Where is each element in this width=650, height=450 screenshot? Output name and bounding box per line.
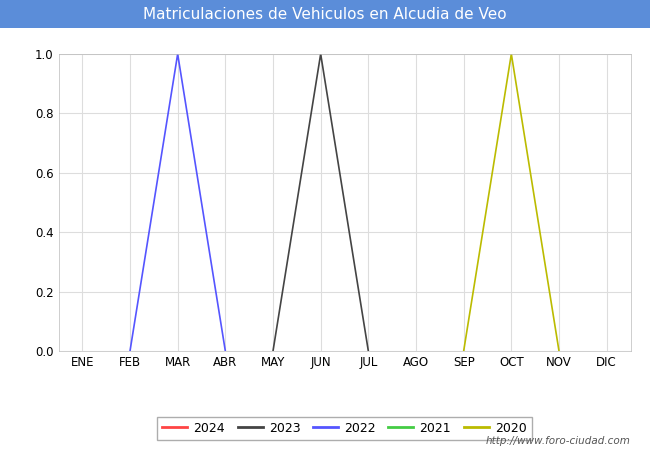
Text: Matriculaciones de Vehiculos en Alcudia de Veo: Matriculaciones de Vehiculos en Alcudia … — [143, 7, 507, 22]
Text: http://www.foro-ciudad.com: http://www.foro-ciudad.com — [486, 436, 630, 446]
Legend: 2024, 2023, 2022, 2021, 2020: 2024, 2023, 2022, 2021, 2020 — [157, 417, 532, 440]
